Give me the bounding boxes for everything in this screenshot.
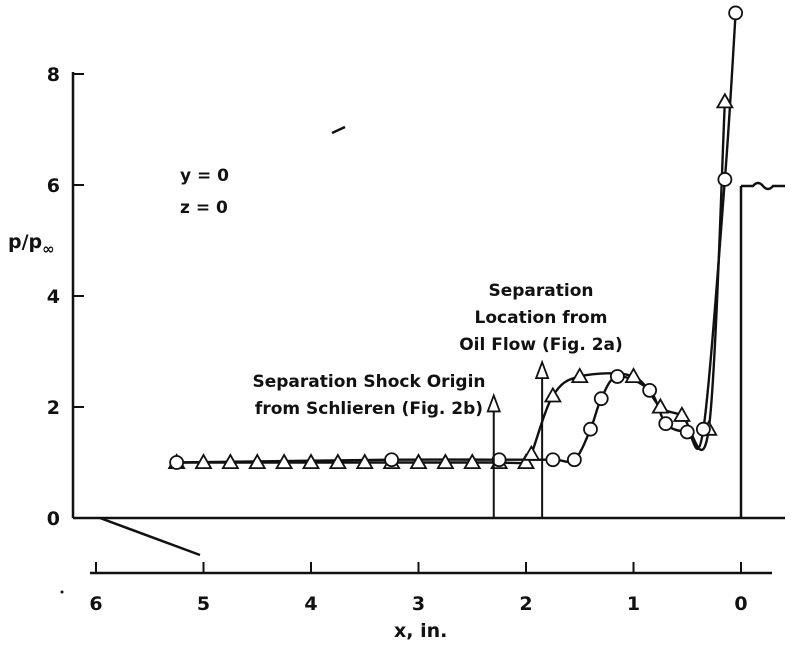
x-tick-label: 2	[519, 593, 532, 615]
y-tick-label: 8	[47, 64, 60, 86]
stray-mark	[331, 125, 346, 135]
triangle-marker	[516, 453, 536, 470]
triangle-marker	[409, 453, 428, 470]
triangle-marker	[194, 453, 213, 470]
annotations: Separation Shock Origin from Schlieren (F…	[252, 281, 623, 518]
triangle-marker	[275, 453, 294, 470]
triangle-marker	[651, 397, 670, 414]
triangle-marker	[543, 386, 562, 403]
triangle-marker	[436, 453, 455, 470]
circle-marker	[679, 424, 695, 440]
x-tick-label: 4	[304, 593, 317, 615]
circle-marker	[609, 369, 625, 384]
y-tick-label: 0	[47, 508, 60, 530]
circle-marker	[566, 452, 582, 468]
circle-marker	[642, 382, 658, 398]
x-axis-ticks: 6 5 4 3 2 1 0	[89, 562, 748, 615]
x-axis-label: x, in.	[394, 620, 447, 642]
annotation-text: Oil Flow (Fig. 2a)	[459, 335, 623, 355]
triangle-marker	[570, 367, 589, 384]
triangle-marker	[355, 453, 374, 470]
y-tick-label: 6	[47, 175, 60, 197]
ramp-line	[99, 516, 201, 557]
condition-z: z = 0	[180, 198, 228, 218]
triangle-marker	[463, 453, 482, 470]
x-tick-label: 0	[734, 593, 747, 615]
circle-marker	[717, 172, 733, 187]
circle-marker	[658, 416, 674, 432]
x-tick-label: 3	[412, 593, 425, 615]
annotation-text: Separation Shock Origin	[252, 372, 485, 392]
triangle-marker	[328, 453, 347, 470]
y-axis-ticks: 0 2 4 6 8	[47, 64, 84, 530]
annotation-text: from Schlieren (Fig. 2b)	[255, 399, 483, 419]
annotation-text: Location from	[475, 308, 608, 328]
triangle-marker	[221, 453, 240, 470]
annotation-text: Separation	[488, 281, 593, 301]
circle-marker	[593, 391, 609, 407]
wall-top-line	[741, 181, 785, 191]
condition-y: y = 0	[180, 166, 229, 186]
annotation-arrowhead	[486, 392, 502, 413]
data-markers	[167, 5, 744, 470]
triangle-marker	[522, 444, 541, 461]
y-tick-label: 2	[47, 397, 60, 419]
x-tick-label: 5	[197, 593, 210, 615]
triangle-marker	[715, 92, 734, 109]
triangle-marker	[248, 453, 267, 470]
circle-marker	[695, 421, 711, 437]
stray-dot	[60, 590, 64, 594]
circle-marker	[545, 452, 561, 468]
y-axis-label: p/p∞	[8, 231, 55, 258]
x-tick-label: 6	[89, 593, 102, 615]
triangle-marker	[301, 453, 321, 470]
triangle-marker	[672, 406, 691, 422]
circle-marker	[384, 452, 400, 468]
circle-marker	[491, 452, 507, 468]
circle-marker	[583, 421, 598, 437]
x-tick-label: 1	[627, 593, 640, 615]
y-tick-label: 4	[47, 286, 60, 308]
annotation-arrowhead	[534, 359, 550, 380]
triangle-marker	[624, 367, 643, 384]
circle-marker	[728, 5, 744, 21]
circle-marker	[169, 455, 185, 470]
